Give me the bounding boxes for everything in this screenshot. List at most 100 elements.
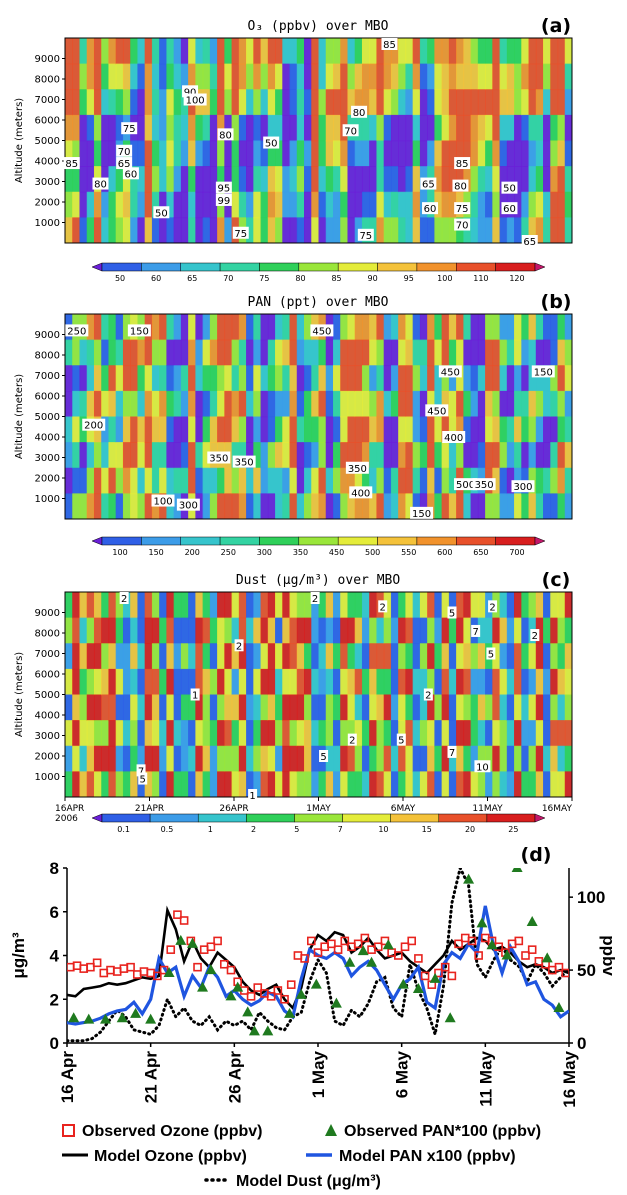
heatmap-cell (65, 339, 74, 367)
heatmap-cell (506, 720, 515, 747)
heatmap-cell (246, 592, 255, 619)
y-tick-label: 4000 (35, 711, 60, 722)
heatmap-cell (521, 442, 530, 469)
obs-ozone-point (213, 936, 222, 946)
heatmap-cell (195, 771, 204, 797)
heatmap-cell (564, 217, 572, 243)
contour-label: 99 (217, 196, 230, 207)
heatmap-cell (296, 493, 305, 519)
heatmap-cell (296, 720, 305, 747)
heatmap-cell (304, 720, 313, 747)
heatmap-cell (195, 217, 204, 243)
heatmap-cell (108, 191, 117, 219)
heatmap-cell (253, 442, 262, 469)
heatmap-cell (506, 694, 515, 721)
colorbar-segment (337, 536, 378, 546)
heatmap-cell (376, 493, 385, 519)
legend-label-model-dust: Model Dust (μg/m³) (236, 1173, 381, 1190)
heatmap-cell (470, 339, 479, 367)
heatmap-cell (405, 467, 414, 495)
heatmap-cell (463, 493, 472, 519)
heatmap-cell (122, 339, 131, 367)
heatmap-cell (383, 191, 392, 219)
heatmap-cell (564, 140, 572, 167)
heatmap-cell (267, 191, 276, 219)
heatmap-cell (231, 339, 240, 367)
heatmap-cell (550, 668, 559, 696)
heatmap-cell (93, 114, 103, 142)
colorbar-segment (180, 536, 221, 546)
heatmap-cell (499, 217, 508, 243)
obs-ozone-point (300, 954, 309, 963)
heatmap-cell (550, 365, 559, 392)
heatmap-cell (209, 314, 218, 341)
heatmap-cell (166, 217, 175, 243)
panel-title: O₃ (ppbv) over MBO (248, 19, 389, 34)
heatmap-cell (115, 493, 124, 519)
heatmap-cell (521, 668, 530, 696)
heatmap-cell (564, 339, 572, 367)
heatmap-cell (412, 191, 421, 219)
colorbar-segment (495, 536, 536, 546)
heatmap-cell (195, 617, 204, 645)
x-tick-label: 26 Apr (225, 1051, 244, 1104)
heatmap-cell (521, 720, 530, 747)
heatmap-cell (151, 617, 160, 645)
heatmap-cell (253, 38, 262, 65)
heatmap-cell (180, 592, 189, 619)
contour-label: 60 (424, 204, 437, 215)
heatmap-cell (246, 191, 255, 219)
heatmap-cell (398, 63, 407, 91)
heatmap-cell (253, 89, 262, 116)
heatmap-cell (535, 166, 544, 193)
heatmap-cell (246, 114, 255, 142)
heatmap-cell (528, 89, 537, 116)
heatmap-cell (398, 467, 407, 495)
contour-label-box (420, 177, 437, 190)
heatmap-cell (398, 114, 407, 142)
heatmap-cell (224, 217, 233, 243)
heatmap-cell (434, 442, 443, 469)
contour-label-box (447, 745, 457, 758)
heatmap-cell (159, 617, 168, 645)
heatmap-cell (166, 694, 175, 721)
heatmap-cell (93, 339, 103, 367)
heatmap-cell (369, 442, 378, 469)
heatmap-cell (101, 592, 110, 619)
heatmap-cell (427, 617, 436, 645)
heatmap-cell (376, 63, 385, 91)
heatmap-cell (86, 390, 95, 418)
heatmap-cell (340, 89, 349, 116)
heatmap-cell (463, 365, 472, 392)
heatmap-cell (354, 390, 363, 418)
heatmap-cell (354, 643, 363, 670)
obs-pan-point (175, 934, 187, 945)
heatmap-cell (65, 442, 74, 469)
heatmap-cell (325, 493, 334, 519)
y2-axis-label: ppbv (599, 935, 618, 976)
heatmap-cell (485, 38, 494, 65)
heatmap-cell (282, 694, 291, 721)
heatmap-cell (441, 140, 450, 167)
heatmap-cell (376, 114, 385, 142)
heatmap-cell (209, 191, 218, 219)
colorbar-segment (534, 813, 546, 823)
heatmap-cell (477, 643, 486, 670)
heatmap-cell (253, 592, 262, 619)
heatmap-cell (79, 89, 88, 116)
heatmap-cell (159, 217, 168, 243)
panel-title: Dust (μg/m³) over MBO (236, 573, 401, 588)
heatmap-cell (332, 38, 342, 65)
heatmap-cell (296, 166, 305, 193)
y-tick-label: 8000 (35, 75, 60, 86)
heatmap-cell (456, 114, 465, 142)
heatmap-cell (506, 668, 515, 696)
heatmap-cell (477, 191, 486, 219)
heatmap-cell (434, 339, 443, 367)
x-tick-label: 1MAY (306, 804, 331, 814)
heatmap-cell (195, 365, 204, 392)
heatmap-cell (441, 38, 450, 65)
heatmap-cell (521, 89, 530, 116)
colorbar-segment (416, 536, 457, 546)
heatmap-cell (448, 745, 457, 773)
